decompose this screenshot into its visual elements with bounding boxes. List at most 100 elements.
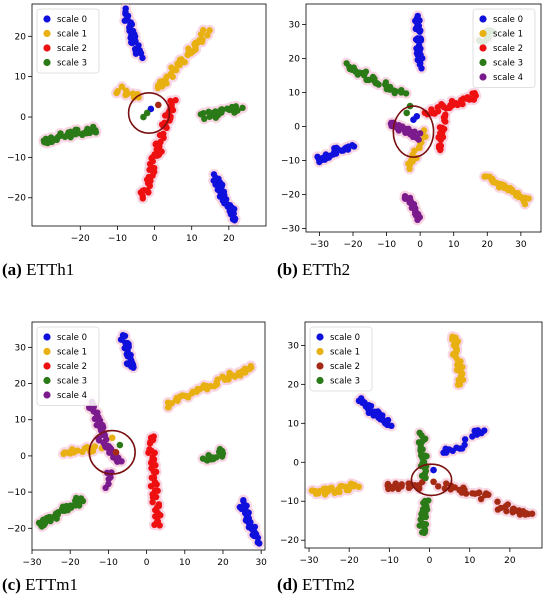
- data-point: [345, 486, 352, 494]
- core-point: [143, 109, 151, 117]
- data-point: [113, 89, 120, 97]
- x-tick-label: 0: [144, 558, 150, 568]
- data-point: [417, 522, 425, 529]
- y-tick-label: 10: [288, 419, 300, 429]
- highlight-circle: [392, 105, 435, 158]
- legend-marker: [43, 347, 51, 356]
- data-point: [456, 381, 464, 388]
- data-point: [152, 513, 159, 520]
- y-tick-label: 20: [289, 54, 301, 64]
- series-scale-1: [405, 127, 532, 208]
- x-tick-label: 0: [152, 234, 158, 244]
- data-point: [154, 503, 161, 511]
- legend-label: scale 1: [57, 30, 87, 40]
- data-point: [92, 126, 99, 134]
- data-point: [350, 143, 358, 150]
- y-tick-label: −20: [7, 524, 26, 534]
- data-point: [415, 144, 423, 151]
- x-tick-label: −30: [300, 556, 319, 566]
- data-point: [397, 89, 405, 96]
- data-point: [389, 485, 396, 492]
- legend-marker: [43, 15, 51, 23]
- y-tick-label: 20: [15, 32, 27, 42]
- data-point: [107, 473, 114, 481]
- series-scale-1: [113, 26, 213, 101]
- data-point: [415, 136, 422, 143]
- data-point: [74, 126, 81, 134]
- data-point: [402, 90, 410, 97]
- legend-label: scale 3: [57, 377, 87, 387]
- x-tick-label: 20: [223, 234, 235, 244]
- core-point: [413, 112, 421, 120]
- legend-marker: [43, 391, 51, 399]
- x-tick-label: 30: [515, 240, 527, 250]
- data-point: [384, 416, 392, 424]
- legend-label: scale 4: [57, 391, 87, 401]
- points-layer: [35, 332, 263, 547]
- series-scale-4: [387, 119, 424, 224]
- legend-box: [309, 326, 373, 392]
- data-point: [461, 441, 468, 449]
- data-point: [57, 130, 64, 137]
- data-point: [235, 369, 243, 376]
- legend-marker: [43, 58, 51, 67]
- data-point: [390, 87, 398, 94]
- core-point: [403, 109, 411, 117]
- data-point: [398, 482, 405, 489]
- legend-label: scale 0: [330, 333, 360, 343]
- data-point: [174, 60, 181, 68]
- x-tick-label: −10: [99, 558, 118, 568]
- data-point: [454, 101, 461, 109]
- data-point: [458, 370, 466, 377]
- data-point: [462, 490, 470, 497]
- x-tick-label: −10: [380, 556, 399, 566]
- y-tick-label: −20: [280, 536, 299, 546]
- y-tick-label: −20: [7, 194, 26, 204]
- data-point: [204, 31, 211, 39]
- x-tick-label: 20: [482, 240, 494, 250]
- legend-marker: [43, 376, 51, 385]
- data-point: [62, 506, 69, 513]
- data-point: [405, 160, 412, 167]
- legend-label: scale 3: [493, 59, 523, 69]
- x-tick-label: −30: [23, 558, 42, 568]
- data-point: [179, 392, 186, 399]
- data-point: [525, 195, 532, 202]
- series-scale-2: [137, 97, 179, 202]
- data-point: [184, 51, 191, 59]
- data-point: [201, 115, 208, 123]
- legend-label: scale 1: [493, 30, 523, 40]
- caption: (c) ETTm1: [2, 575, 79, 594]
- data-point: [79, 497, 87, 505]
- x-tick-label: 30: [255, 558, 267, 568]
- data-point: [366, 405, 373, 413]
- data-point: [375, 81, 382, 88]
- x-tick-label: 20: [217, 558, 229, 568]
- legend-label: scale 4: [493, 73, 523, 83]
- data-point: [84, 125, 91, 133]
- y-tick-label: 10: [15, 73, 27, 83]
- points-layer: [40, 5, 246, 224]
- data-point: [451, 350, 459, 357]
- legend-marker: [43, 29, 51, 38]
- data-point: [361, 69, 368, 77]
- highlight-circle: [88, 429, 136, 475]
- data-point: [74, 447, 81, 454]
- caption: (d) ETTm2: [277, 575, 355, 594]
- data-point: [137, 189, 144, 196]
- series-scale-3: [415, 429, 432, 537]
- y-tick-label: −30: [281, 225, 300, 235]
- data-point: [149, 494, 157, 501]
- legend-box: [36, 8, 100, 74]
- y-tick-label: 20: [288, 380, 300, 390]
- data-point: [494, 498, 501, 505]
- data-point: [44, 514, 51, 522]
- legend-label: scale 3: [330, 377, 360, 387]
- data-point: [167, 97, 174, 105]
- data-point: [471, 89, 478, 97]
- data-point: [194, 386, 201, 394]
- data-point: [149, 498, 156, 506]
- data-point: [137, 50, 145, 57]
- core-point: [116, 441, 124, 449]
